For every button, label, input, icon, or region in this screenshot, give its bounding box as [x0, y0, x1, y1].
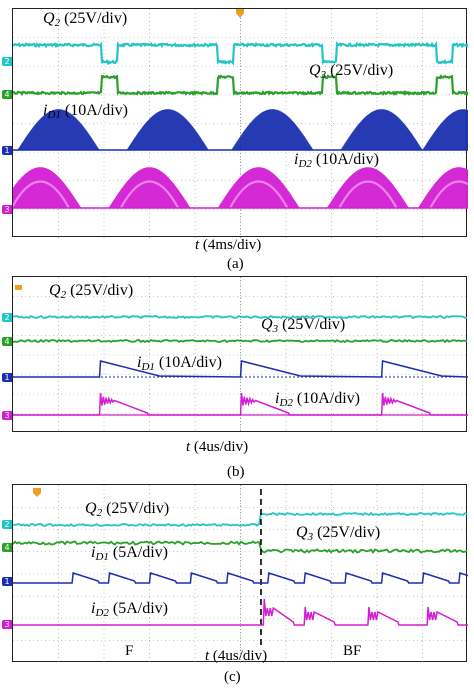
trigger-marker-icon	[15, 285, 22, 290]
label-q2: Q2 (25V/div)	[49, 282, 134, 302]
label-id2: iD2 (10A/div)	[275, 390, 361, 410]
id1-envelope-texture	[230, 108, 314, 151]
id1-envelope	[231, 109, 314, 150]
xlabel-a: t (4ms/div)	[195, 237, 262, 253]
trace-marker-q3: 4	[2, 90, 12, 99]
xlabel-b: t (4us/div)	[186, 439, 249, 455]
id1-envelope-texture	[340, 108, 424, 151]
series-q3	[13, 74, 468, 97]
series-id2	[13, 598, 468, 626]
label-id1: iD1 (10A/div)	[43, 102, 129, 122]
label-q2: Q2 (25V/div)	[43, 10, 128, 30]
id1-envelope	[422, 109, 468, 150]
trace-marker-q3: 4	[2, 543, 12, 552]
series-id1	[13, 572, 468, 584]
label-id2: iD2 (5A/div)	[91, 600, 169, 620]
series-q3	[13, 338, 468, 344]
trigger-marker-icon	[33, 488, 41, 497]
trace-marker-id1: 1	[2, 146, 12, 155]
id2-envelope-highlight	[229, 180, 289, 209]
scope-panel-c: 2 4 1 3 Q2 (25V/div) Q3 (25V/div) iD1 (5…	[2, 484, 468, 663]
series-q2	[13, 314, 467, 320]
mode-label-f: F	[125, 643, 134, 659]
id2-envelope	[108, 167, 191, 208]
trace-marker-id2: 3	[2, 620, 12, 629]
trace-marker-id2: 3	[2, 205, 12, 214]
grid	[13, 485, 468, 663]
label-id1: iD1 (5A/div)	[91, 544, 169, 564]
caption-a: (a)	[227, 256, 244, 272]
id1-envelope-texture	[16, 108, 101, 151]
label-q3: Q3 (25V/div)	[309, 62, 394, 82]
id2-envelope	[13, 167, 82, 208]
mode-label-bf: BF	[343, 643, 362, 659]
label-id2: iD2 (10A/div)	[294, 151, 380, 171]
id2-envelope	[217, 167, 300, 208]
series-id1	[13, 360, 468, 378]
trace-marker-q2: 2	[2, 57, 12, 66]
id1-envelope	[340, 109, 423, 150]
trace-marker-q2: 2	[2, 520, 12, 529]
id2-envelope-highlight	[119, 180, 180, 209]
id2-envelope-highlight	[338, 180, 398, 209]
trace-marker-id2: 3	[2, 411, 12, 420]
id1-envelope	[126, 109, 209, 150]
scope-plot-a	[13, 9, 468, 238]
id1-envelope	[17, 109, 100, 150]
scope-plot-c	[13, 485, 468, 663]
caption-b: (b)	[227, 464, 245, 480]
id1-envelope-texture	[421, 108, 468, 151]
series-q2	[13, 40, 468, 66]
id2-envelope-highlight	[429, 180, 468, 209]
trigger-marker-icon	[236, 9, 244, 18]
trace-marker-q3: 4	[2, 337, 12, 346]
id1-envelope-texture	[126, 108, 210, 151]
id2-envelope-highlight	[13, 180, 70, 209]
label-q3: Q3 (25V/div)	[261, 316, 346, 336]
trace-marker-id1: 1	[2, 577, 12, 586]
trace-marker-q2: 2	[2, 313, 12, 322]
label-q3: Q3 (25V/div)	[296, 524, 381, 544]
scope-panel-b: 2 4 1 3 Q2 (25V/div) Q3 (25V/div) iD1 (1…	[2, 276, 468, 433]
series-id2	[13, 392, 468, 416]
trace-marker-id1: 1	[2, 373, 12, 382]
series-q3	[13, 540, 468, 555]
label-id1: iD1 (10A/div)	[137, 354, 223, 374]
scope-panel-a: 2 4 1 3 Q2 (25V/div) Q3 (25V/div) iD1 (1…	[2, 8, 468, 238]
scope-plot-b	[13, 277, 468, 433]
label-q2: Q2 (25V/div)	[85, 500, 170, 520]
id2-envelope	[326, 167, 409, 208]
xlabel-c: t (4us/div)	[205, 648, 268, 664]
id2-envelope	[417, 167, 468, 208]
caption-c: (c)	[224, 669, 241, 685]
series-q2	[13, 511, 468, 528]
